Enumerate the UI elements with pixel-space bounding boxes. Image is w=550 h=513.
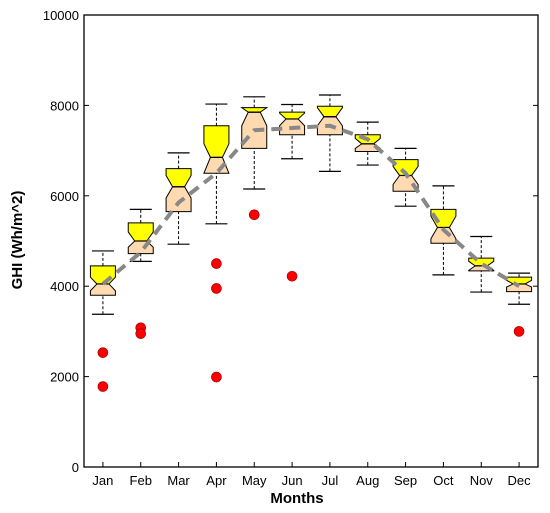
box-mar bbox=[165, 152, 192, 245]
outlier-point bbox=[97, 347, 109, 358]
box-aug bbox=[354, 121, 381, 166]
lower-box bbox=[89, 283, 116, 296]
x-tick-label: Sep bbox=[394, 473, 417, 488]
outlier-point bbox=[211, 283, 222, 294]
outlier-point bbox=[286, 270, 298, 282]
x-tick-label: Dec bbox=[508, 473, 532, 488]
upper-box bbox=[165, 168, 192, 188]
outlier-point bbox=[211, 371, 222, 383]
y-tick-label: 8000 bbox=[50, 98, 79, 113]
y-tick-label: 6000 bbox=[50, 189, 79, 204]
x-tick-label: Apr bbox=[206, 473, 227, 488]
upper-box bbox=[468, 257, 495, 267]
y-tick-label: 4000 bbox=[50, 279, 79, 294]
upper-box bbox=[203, 125, 230, 158]
x-tick-label: Mar bbox=[167, 473, 190, 488]
plot-frame bbox=[83, 14, 539, 468]
outlier-point bbox=[513, 326, 525, 337]
outlier-point bbox=[97, 381, 109, 392]
y-axis-title: GHI (Wh/m^2) bbox=[9, 191, 26, 290]
box-jun bbox=[279, 103, 306, 282]
y-tick-label: 10000 bbox=[43, 8, 79, 23]
x-tick-label: Aug bbox=[356, 473, 379, 488]
upper-box bbox=[89, 265, 116, 285]
mean-trend-line bbox=[101, 123, 521, 288]
x-tick-label: May bbox=[242, 473, 267, 488]
outlier-point bbox=[248, 209, 260, 221]
upper-box bbox=[506, 276, 533, 285]
x-tick-label: Feb bbox=[130, 473, 152, 488]
box-feb bbox=[127, 208, 154, 339]
x-tick-label: Jan bbox=[92, 473, 113, 488]
box-oct bbox=[430, 185, 457, 276]
box-jul bbox=[316, 94, 343, 172]
x-tick-label: Oct bbox=[433, 473, 454, 488]
upper-box bbox=[279, 111, 306, 120]
box-sep bbox=[392, 147, 419, 207]
upper-box bbox=[127, 222, 154, 242]
box-nov bbox=[468, 235, 495, 293]
plot-area bbox=[89, 94, 533, 392]
outlier-point bbox=[135, 328, 147, 339]
box-jan bbox=[89, 250, 116, 392]
upper-box bbox=[240, 107, 269, 113]
y-tick-label: 0 bbox=[72, 460, 79, 475]
axes: 0 2000 4000 6000 8000 10000 Jan Feb Mar Apr May Jun… bbox=[43, 8, 539, 488]
y-tick-label: 2000 bbox=[50, 370, 79, 385]
lower-box bbox=[165, 186, 192, 213]
x-tick-label: Jun bbox=[282, 473, 303, 488]
upper-box bbox=[316, 105, 343, 118]
box-apr bbox=[203, 103, 230, 383]
x-tick-label: Nov bbox=[470, 473, 494, 488]
box-may bbox=[240, 96, 269, 221]
x-axis-title: Months bbox=[270, 490, 323, 507]
x-tick-label: Jul bbox=[322, 473, 339, 488]
box-dec bbox=[506, 272, 533, 337]
outlier-point bbox=[211, 258, 222, 269]
